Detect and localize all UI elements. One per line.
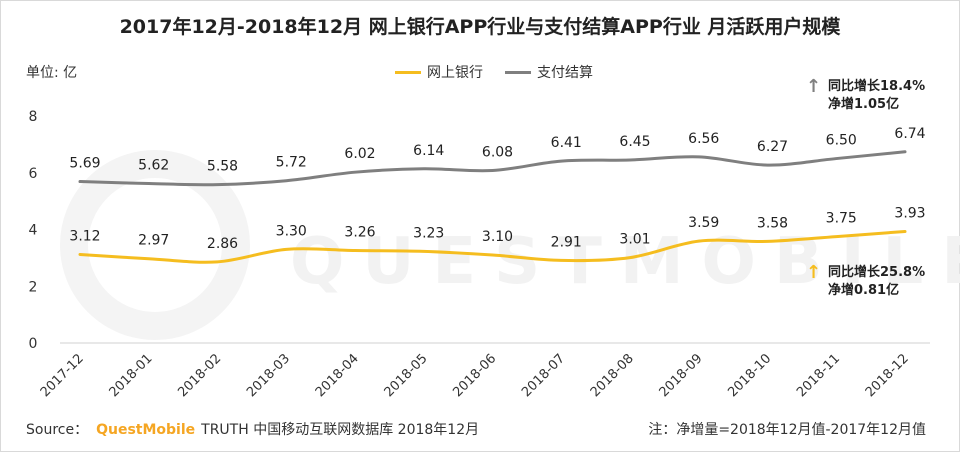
data-label-payment: 6.45 [619,134,650,150]
data-label-banking: 3.30 [276,223,307,239]
y-tick-label: 6 [29,166,38,182]
data-label-banking: 3.59 [688,215,719,231]
data-label-payment: 5.72 [276,155,307,171]
footnote: 注：净增量=2018年12月值-2017年12月值 [648,422,926,438]
data-label-banking: 3.26 [344,224,375,240]
data-label-banking: 2.86 [207,236,238,252]
data-label-payment: 5.62 [138,158,169,174]
legend-label-payment: 支付结算 [537,65,593,81]
chart-title: 2017年12月-2018年12月 网上银行APP行业与支付结算APP行业 月活… [119,16,841,38]
x-tick-label: 2017-12 [38,351,87,400]
data-label-payment: 6.74 [894,126,925,142]
legend-item-banking: 网上银行 [395,62,483,82]
y-tick-label: 8 [29,109,38,125]
x-tick-label: 2018-04 [313,351,362,400]
annotation-banking-growth: 同比增长25.8% [828,265,926,280]
data-label-payment: 6.27 [757,139,788,155]
legend: 网上银行 支付结算 [395,62,615,82]
legend-label-banking: 网上银行 [427,65,483,81]
data-label-payment: 5.69 [69,156,100,172]
annotation-payment: 同比增长18.4% 净增1.05亿 [828,78,925,114]
data-label-banking: 3.12 [69,228,100,244]
series-line-payment [78,150,907,187]
x-tick-label: 2018-01 [107,351,156,400]
data-label-banking: 3.10 [482,229,513,245]
x-tick-label: 2018-12 [863,351,912,400]
x-tick-label: 2018-11 [794,351,843,400]
legend-item-payment: 支付结算 [505,62,593,82]
data-label-payment: 6.08 [482,144,513,160]
data-label-banking: 2.97 [138,233,169,249]
watermark-text: QUESTMOBILE [290,225,960,299]
x-tick-label: 2018-05 [382,351,431,400]
x-tick-label: 2018-02 [175,351,224,400]
data-label-banking: 3.01 [619,232,650,248]
unit-label: 单位: 亿 [26,65,78,81]
data-label-payment: 5.58 [207,159,238,175]
legend-swatch-payment [505,70,531,74]
source-footer: Source： QuestMobile TRUTH 中国移动互联网数据库 201… [26,419,479,439]
legend-swatch-banking [395,70,421,74]
up-arrow-icon-payment: ↑ [806,76,822,97]
data-label-banking: 3.75 [826,211,857,227]
y-tick-label: 4 [29,223,38,239]
annotation-banking-net: 净增0.81亿 [828,283,900,298]
annotation-payment-growth: 同比增长18.4% [828,79,926,94]
y-tick-label: 0 [29,336,38,352]
y-tick-label: 2 [29,279,38,295]
x-tick-label: 2018-03 [244,351,293,400]
x-tick-label: 2018-10 [725,351,774,400]
data-label-payment: 6.41 [551,135,582,151]
x-tick-label: 2018-09 [657,351,706,400]
series-line-banking [78,229,907,264]
data-label-payment: 6.50 [826,133,857,149]
data-label-payment: 6.14 [413,143,444,159]
source-text: TRUTH 中国移动互联网数据库 2018年12月 [201,422,480,438]
data-label-payment: 6.02 [344,146,375,162]
x-tick-label: 2018-08 [588,351,637,400]
data-label-payment: 6.56 [688,131,719,147]
annotation-banking: 同比增长25.8% 净增0.81亿 [828,264,925,300]
x-tick-label: 2018-06 [450,351,499,400]
brand-name: QuestMobile [96,422,196,438]
annotation-payment-net: 净增1.05亿 [828,97,900,112]
source-label: Source： [26,422,89,438]
data-label-banking: 2.91 [551,234,582,250]
x-tick-label: 2018-07 [519,351,568,400]
data-label-banking: 3.93 [894,205,925,221]
data-label-banking: 3.58 [757,215,788,231]
up-arrow-icon-banking: ↑ [806,262,822,283]
data-label-banking: 3.23 [413,225,444,241]
